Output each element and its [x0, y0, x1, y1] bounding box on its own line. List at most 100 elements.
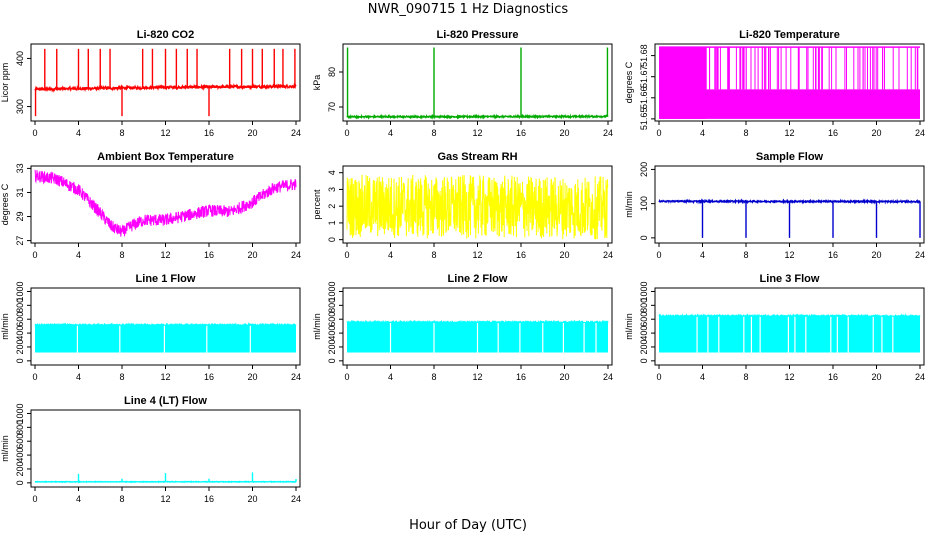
x-tick-label: 20: [871, 372, 881, 382]
x-tick-label: 20: [247, 128, 257, 138]
y-axis-label: ml/min: [312, 313, 322, 340]
x-tick-label: 20: [871, 128, 881, 138]
y-tick-label: 1: [327, 220, 337, 225]
x-tick-label: 24: [603, 128, 613, 138]
y-axis-label: ml/min: [624, 191, 634, 218]
x-tick-label: 4: [388, 250, 393, 260]
series-line: [705, 47, 919, 90]
x-tick-label: 4: [700, 372, 705, 382]
x-tick-label: 16: [828, 250, 838, 260]
y-tick-label: 800: [15, 298, 25, 313]
chart-panel: Li-820 CO2 Licor ppm 0 4 8 12 16 20 24 300 400: [0, 29, 301, 138]
y-tick-label: 4: [327, 170, 337, 175]
x-tick-label: 8: [119, 494, 124, 504]
y-tick-label: 600: [639, 312, 649, 327]
series-group: [34, 472, 297, 484]
x-tick-label: 12: [472, 250, 482, 260]
y-tick-label: 29: [15, 212, 25, 222]
x-tick-label: 24: [603, 250, 613, 260]
x-tick-label: 24: [915, 372, 925, 382]
plot-frame: [30, 165, 301, 244]
y-axis-label: ml/min: [0, 313, 10, 340]
x-tick-label: 4: [388, 372, 393, 382]
x-tick-label: 0: [656, 372, 661, 382]
x-tick-label: 4: [76, 372, 81, 382]
plot-frame: [342, 43, 613, 122]
y-axis-label: Licor ppm: [0, 63, 10, 103]
x-tick-label: 0: [344, 128, 349, 138]
chart-panel: Line 1 Flow ml/min 0 4 8 12 16 20 24 0 20040060080…: [0, 273, 301, 382]
chart-panel: Line 2 Flow ml/min 0 4 8 12 16 20 24 0 20040060080…: [312, 273, 613, 382]
series-fill: [35, 324, 296, 353]
series-line: [658, 313, 921, 319]
x-tick-label: 16: [516, 250, 526, 260]
y-tick-label: 70: [327, 102, 337, 112]
y-tick-label: 400: [15, 51, 25, 66]
panel-title: Li-820 CO2: [137, 29, 194, 41]
y-tick-label: 200: [327, 339, 337, 354]
x-tick-label: 12: [160, 372, 170, 382]
y-tick-label: 80: [327, 67, 337, 77]
x-tick-label: 20: [247, 372, 257, 382]
panel-title: Line 2 Flow: [448, 273, 508, 285]
y-tick-label: 200: [639, 162, 649, 177]
x-tick-label: 8: [119, 250, 124, 260]
x-tick-label: 4: [700, 250, 705, 260]
panel-title: Line 3 Flow: [760, 273, 820, 285]
series-group: [346, 47, 609, 120]
chart-panel: Li-820 Temperature degrees C 0 4 8 12 16 20 24 51…: [624, 29, 925, 138]
x-tick-label: 12: [160, 494, 170, 504]
x-tick-label: 4: [76, 128, 81, 138]
panel-title: Sample Flow: [756, 151, 824, 163]
x-tick-label: 16: [516, 128, 526, 138]
y-tick-label: 800: [327, 298, 337, 313]
x-tick-label: 16: [204, 128, 214, 138]
x-tick-label: 16: [828, 372, 838, 382]
y-tick-label: 400: [639, 326, 649, 341]
x-tick-label: 24: [291, 250, 301, 260]
y-tick-label: 51.65: [639, 108, 649, 131]
y-tick-label: 1000: [327, 281, 337, 301]
y-tick-label: 31: [15, 187, 25, 197]
series-group: [659, 46, 920, 119]
x-tick-label: 16: [204, 372, 214, 382]
series-group: [34, 169, 297, 237]
series-line: [346, 174, 609, 240]
y-tick-label: 300: [15, 99, 25, 114]
series-group: [346, 174, 609, 240]
panel-title: Gas Stream RH: [437, 151, 517, 163]
x-tick-label: 0: [656, 250, 661, 260]
chart-panel: Ambient Box Temperature degrees C 0 4 8 12 16 2…: [0, 151, 301, 260]
x-tick-label: 8: [119, 128, 124, 138]
y-tick-label: 200: [15, 339, 25, 354]
y-tick-label: 800: [15, 420, 25, 435]
x-tick-label: 0: [32, 128, 37, 138]
y-tick-label: 0: [15, 480, 25, 485]
y-tick-label: 200: [639, 339, 649, 354]
series-line: [34, 169, 297, 237]
chart-panel: Sample Flow ml/min 0 4 8 12 16 20 24 0 100 200: [624, 151, 925, 260]
x-tick-label: 4: [700, 128, 705, 138]
x-tick-label: 20: [559, 250, 569, 260]
x-tick-label: 8: [431, 372, 436, 382]
x-tick-label: 8: [743, 250, 748, 260]
x-tick-label: 4: [76, 494, 81, 504]
panel-title: Ambient Box Temperature: [97, 151, 234, 163]
x-tick-label: 0: [32, 494, 37, 504]
series-fill: [659, 315, 920, 353]
y-tick-label: 1000: [15, 281, 25, 301]
panel-title: Line 4 (LT) Flow: [124, 395, 207, 407]
y-tick-label: 51.67: [639, 65, 649, 88]
x-tick-label: 4: [388, 128, 393, 138]
series-group: [658, 313, 921, 353]
x-tick-label: 20: [559, 128, 569, 138]
y-tick-label: 1000: [15, 403, 25, 423]
x-tick-label: 24: [291, 372, 301, 382]
x-tick-label: 12: [472, 372, 482, 382]
chart-panel: Line 3 Flow ml/min 0 4 8 12 16 20 24 0 20040060080…: [624, 273, 925, 382]
x-tick-label: 8: [743, 128, 748, 138]
y-tick-label: 0: [639, 358, 649, 363]
y-tick-label: 600: [15, 434, 25, 449]
main-title: NWR_090715 1 Hz Diagnostics: [367, 2, 569, 17]
